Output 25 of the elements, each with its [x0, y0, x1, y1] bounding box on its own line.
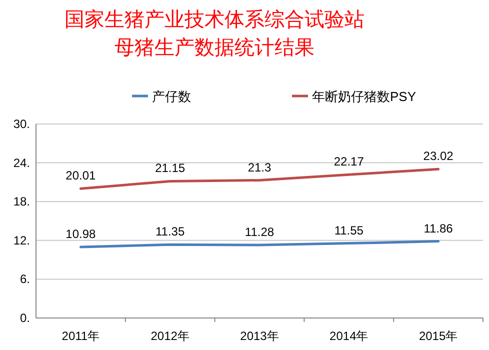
y-tick-label: 6. [20, 272, 30, 286]
chart-subtitle: 母猪生产数据统计结果 [114, 37, 314, 59]
x-tick-label: 2013年 [240, 329, 279, 343]
data-label: 22.17 [334, 154, 364, 169]
data-label: 21.15 [155, 161, 186, 176]
data-label: 11.35 [156, 224, 185, 239]
data-label: 11.28 [244, 225, 274, 240]
x-tick-label: 2011年 [62, 329, 100, 343]
data-label: 21.3 [248, 160, 272, 174]
y-tick-label: 0. [20, 311, 30, 325]
y-tick-label: 12. [13, 233, 30, 248]
x-tick-label: 2015年 [418, 329, 458, 343]
y-tick-label: 24. [13, 156, 30, 170]
data-label: 11.55 [334, 223, 364, 238]
legend-label: 年断奶仔猪数PSY [312, 89, 416, 104]
x-tick-label: 2014年 [330, 329, 368, 343]
y-tick-label: 30. [13, 117, 30, 131]
data-label: 11.86 [424, 221, 454, 236]
legend-label: 产仔数 [152, 89, 191, 104]
chart-title: 国家生猪产业技术体系综合试验站 [64, 9, 364, 31]
data-label: 23.02 [423, 149, 454, 164]
x-tick-label: 2012年 [150, 329, 190, 343]
data-label: 10.98 [66, 226, 96, 241]
y-tick-label: 18. [13, 194, 30, 209]
data-label: 20.01 [66, 168, 96, 183]
